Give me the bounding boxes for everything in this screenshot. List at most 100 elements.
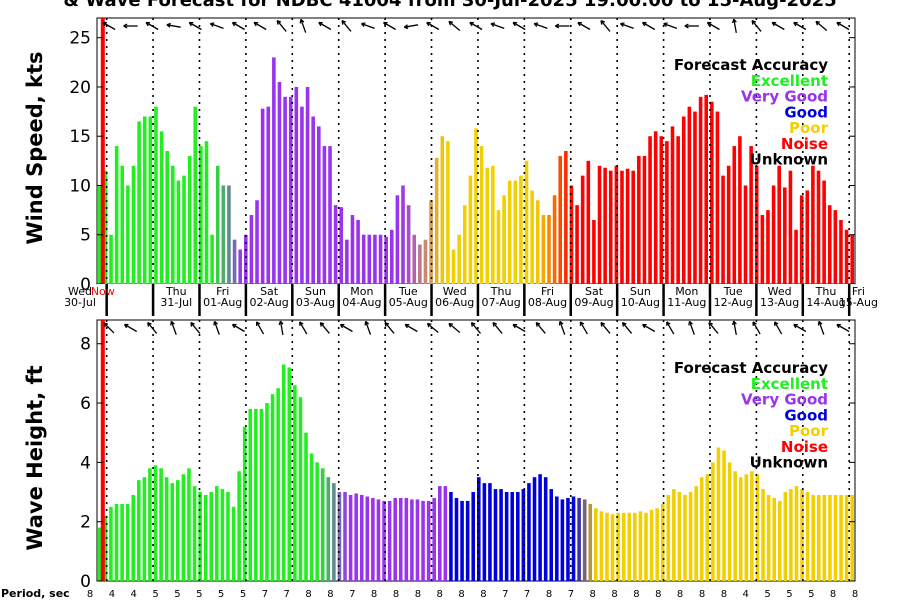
direction-arrow [579, 321, 588, 335]
arrow-shaft [471, 322, 481, 334]
direction-arrow [793, 21, 807, 31]
bar [665, 141, 669, 284]
bar [827, 205, 832, 284]
date-label: 13-Aug [760, 296, 799, 309]
bar [666, 494, 671, 581]
arrow-shaft [663, 22, 678, 30]
bar [471, 492, 475, 581]
bar [410, 499, 414, 581]
arrow-head [384, 321, 390, 327]
bar [468, 175, 473, 284]
bar [754, 165, 759, 284]
date-label: 08-Aug [528, 296, 567, 309]
bar [485, 167, 490, 284]
bar [437, 486, 442, 581]
arrow-head [512, 21, 518, 27]
bar [221, 185, 226, 284]
direction-arrow [621, 321, 633, 334]
arrow-head [170, 320, 175, 326]
period-value: 8 [415, 589, 421, 600]
bar [693, 111, 697, 284]
y-tick-label: 0 [80, 275, 91, 295]
period-value: 8 [327, 589, 333, 600]
date-label: 06-Aug [435, 296, 474, 309]
period-value: 8 [87, 589, 93, 600]
arrow-head [190, 321, 195, 327]
period-value: 8 [590, 589, 596, 600]
arrow-shaft [666, 321, 675, 335]
arrow-head [231, 323, 237, 329]
bar [238, 249, 242, 284]
bar [294, 86, 299, 285]
y-tick-label: 4 [80, 453, 91, 473]
bar [320, 468, 325, 581]
bar [659, 136, 664, 284]
arrow-head [793, 21, 798, 27]
arrow-head [666, 321, 671, 326]
bar [649, 509, 654, 581]
bar [210, 234, 214, 284]
arrow-head [403, 24, 409, 30]
date-label: 14-Aug [806, 296, 845, 309]
bar [721, 175, 725, 284]
direction-arrow [341, 19, 352, 32]
bar [114, 146, 119, 284]
bar [137, 480, 141, 581]
bar [687, 106, 692, 284]
bar [564, 151, 568, 284]
day-of-week-label: Thu [815, 285, 837, 298]
direction-arrow [426, 21, 440, 31]
arrow-shaft [232, 323, 245, 333]
bar [794, 486, 799, 581]
arrow-shaft [319, 322, 330, 334]
bar [421, 500, 425, 581]
direction-arrow [255, 321, 265, 335]
arrow-head [577, 21, 582, 27]
bar [171, 165, 175, 284]
day-of-week-label: Wed [443, 285, 467, 298]
direction-arrow [361, 22, 375, 30]
bar [103, 170, 108, 284]
bar [811, 165, 815, 284]
arrow-head [684, 23, 689, 29]
arrow-head [404, 323, 410, 329]
date-label: 02-Aug [249, 296, 288, 309]
direction-arrow [299, 321, 308, 335]
direction-arrow [815, 20, 828, 31]
bar [642, 155, 647, 284]
period-value: 8 [677, 589, 683, 600]
bar [694, 486, 698, 581]
arrow-shaft [383, 21, 397, 31]
bar [361, 234, 366, 284]
direction-arrow [512, 21, 526, 31]
bar [298, 397, 303, 581]
arrow-shaft [361, 22, 375, 30]
direction-arrow [751, 19, 762, 32]
bar [582, 499, 587, 581]
bar [710, 101, 714, 285]
arrow-head [209, 22, 215, 28]
bar [367, 234, 372, 284]
bar [322, 146, 327, 284]
direction-arrow [384, 321, 395, 334]
y-tick-label: 2 [80, 513, 91, 533]
bar [727, 462, 732, 581]
bar [457, 234, 461, 284]
direction-arrow [600, 321, 611, 334]
direction-arrow [188, 21, 202, 31]
bar [232, 239, 237, 284]
bar [443, 486, 448, 581]
direction-arrow [145, 21, 159, 31]
legend-item: Excellent [751, 72, 828, 90]
arrow-shaft [688, 321, 695, 335]
period-value: 7 [502, 589, 508, 600]
period-value: 8 [852, 589, 858, 600]
bar [287, 367, 292, 581]
period-value: 5 [218, 589, 224, 600]
direction-arrow [383, 21, 397, 31]
date-label: 09-Aug [574, 296, 613, 309]
bar [215, 165, 220, 284]
arrow-shaft [124, 323, 138, 333]
arrow-shaft [279, 320, 284, 336]
